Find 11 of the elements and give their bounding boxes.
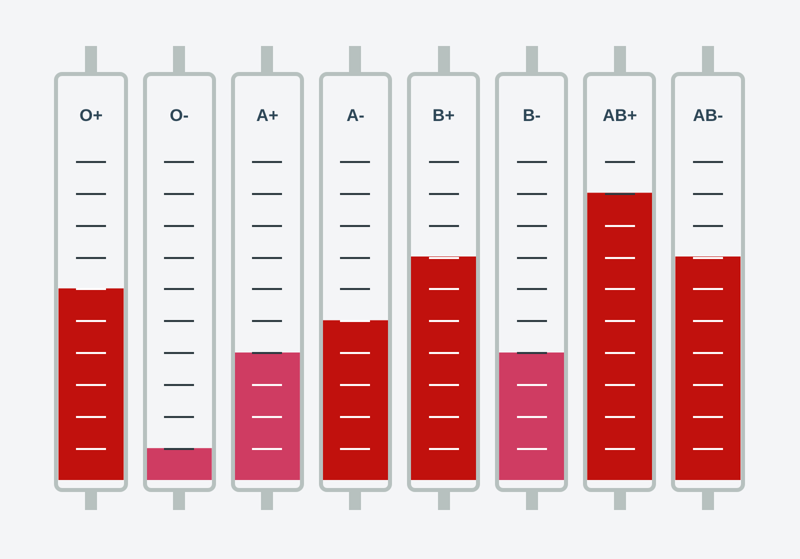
bar xyxy=(499,352,564,480)
x-tick-label: A+ xyxy=(256,106,278,125)
x-tick-label: O- xyxy=(170,106,189,125)
x-tick-label: A- xyxy=(346,106,364,125)
x-tick-label: AB+ xyxy=(602,106,638,125)
x-tick-label: AB- xyxy=(692,106,724,125)
x-tick-label: O+ xyxy=(79,106,103,125)
bar xyxy=(234,352,300,480)
x-tick-label: B+ xyxy=(432,106,455,125)
x-tick-label: B- xyxy=(522,106,541,125)
bar xyxy=(146,448,212,480)
